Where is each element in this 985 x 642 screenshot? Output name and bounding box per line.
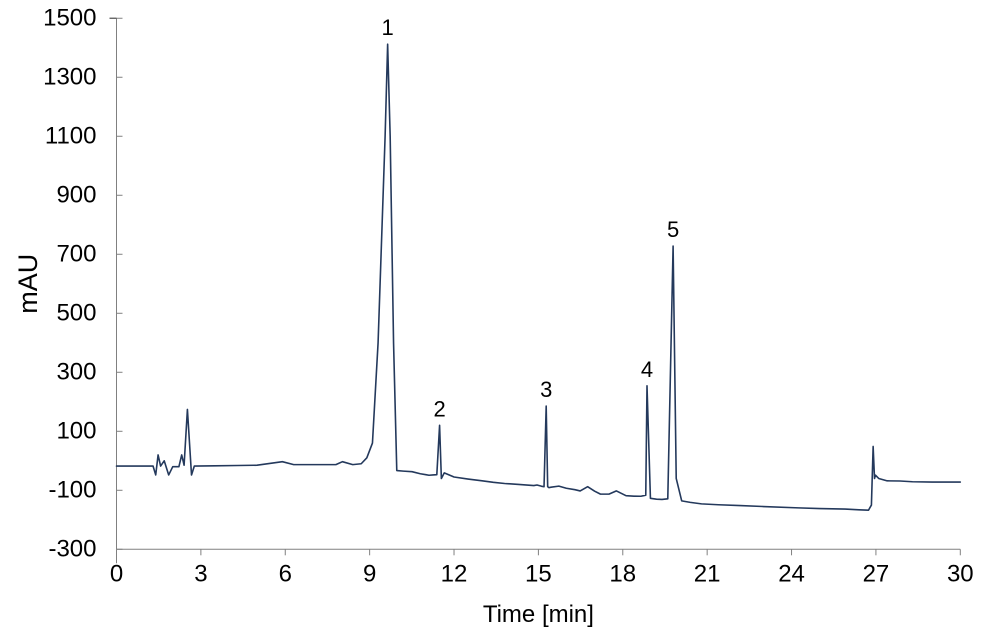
svg-text:4: 4 — [641, 357, 653, 382]
svg-text:1100: 1100 — [45, 122, 97, 149]
svg-text:21: 21 — [694, 560, 721, 587]
svg-text:27: 27 — [863, 560, 890, 587]
svg-text:0: 0 — [110, 560, 123, 587]
svg-text:500: 500 — [56, 299, 96, 326]
svg-text:18: 18 — [609, 560, 636, 587]
svg-text:6: 6 — [279, 560, 292, 587]
svg-text:12: 12 — [441, 560, 468, 587]
svg-text:3: 3 — [194, 560, 207, 587]
svg-text:100: 100 — [56, 417, 96, 444]
svg-text:mAU: mAU — [13, 254, 43, 314]
svg-text:30: 30 — [947, 560, 974, 587]
svg-text:9: 9 — [363, 560, 376, 587]
svg-text:1300: 1300 — [43, 63, 96, 90]
svg-text:1500: 1500 — [43, 4, 96, 31]
svg-text:900: 900 — [56, 181, 96, 208]
svg-text:5: 5 — [667, 217, 679, 242]
svg-text:2: 2 — [433, 396, 445, 421]
svg-text:15: 15 — [525, 560, 552, 587]
svg-text:700: 700 — [56, 240, 96, 267]
svg-text:300: 300 — [56, 358, 96, 385]
svg-text:Time [min]: Time [min] — [483, 601, 594, 628]
svg-text:3: 3 — [540, 377, 552, 402]
svg-text:-100: -100 — [48, 476, 96, 503]
svg-text:-300: -300 — [48, 535, 96, 562]
svg-text:24: 24 — [778, 560, 805, 587]
svg-text:1: 1 — [382, 15, 394, 40]
